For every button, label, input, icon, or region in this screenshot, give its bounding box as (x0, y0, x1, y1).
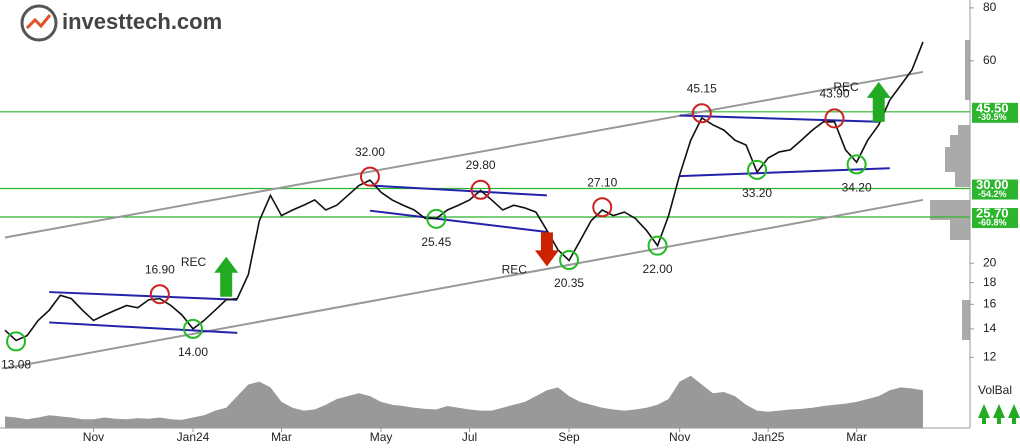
extreme-label: 13.08 (1, 358, 31, 372)
extreme-label: 29.80 (466, 158, 496, 172)
x-tick-label: Mar (271, 430, 292, 444)
price-line (4, 41, 924, 342)
y-tick-label: 20 (983, 255, 997, 269)
level-label: 30.00 (976, 177, 1009, 192)
trend-line (49, 321, 238, 334)
x-tick-label: Nov (669, 430, 690, 444)
extreme-label: 32.00 (355, 145, 385, 159)
extreme-marker (359, 166, 380, 187)
y-tick-label: 14 (983, 321, 997, 335)
extreme-marker (592, 197, 613, 218)
level-change: -54.2% (978, 189, 1007, 199)
signal-arrow (534, 232, 559, 267)
trend-line (4, 70, 924, 239)
extreme-marker (6, 331, 27, 352)
logo-text: investtech.com (62, 9, 222, 34)
signal-arrow (214, 256, 239, 297)
level-label: 45.50 (976, 100, 1009, 115)
extreme-label: 43.90 (819, 87, 849, 101)
extreme-marker (559, 250, 580, 271)
trend-line (369, 209, 548, 233)
extreme-marker (747, 159, 768, 180)
extreme-label: 20.35 (554, 276, 584, 290)
y-tick-label: 12 (983, 349, 997, 363)
signal-label: REC (502, 263, 528, 277)
y-tick-label: 80 (983, 0, 997, 14)
logo-icon (20, 4, 58, 42)
extreme-marker (647, 235, 668, 256)
x-tick-label: May (370, 430, 393, 444)
x-tick-label: Jan24 (177, 430, 210, 444)
logo-icon (25, 14, 52, 30)
volume-area (5, 375, 923, 428)
extreme-label: 25.45 (421, 235, 451, 249)
x-tick-label: Nov (83, 430, 104, 444)
logo: investtech.com (20, 4, 222, 42)
extreme-marker (846, 154, 867, 175)
volume-profile (930, 40, 970, 340)
extreme-label: 22.00 (643, 262, 673, 276)
extreme-label: 33.20 (742, 186, 772, 200)
y-tick-label: 60 (983, 53, 997, 67)
trend-line (49, 291, 238, 301)
extreme-label: 45.15 (687, 81, 717, 95)
extreme-marker (149, 284, 170, 305)
level-change: -30.5% (978, 112, 1007, 122)
trend-line (679, 167, 890, 178)
x-tick-label: Jan25 (752, 430, 785, 444)
extreme-marker (426, 208, 447, 229)
x-tick-label: Sep (558, 430, 580, 444)
x-tick-label: Mar (846, 430, 867, 444)
extreme-marker (183, 318, 204, 339)
extreme-label: 27.10 (587, 175, 617, 189)
y-tick-label: 16 (983, 296, 997, 310)
trend-line (4, 198, 924, 370)
level-box (972, 179, 1018, 200)
extreme-marker (824, 108, 845, 129)
extreme-label: 34.20 (842, 181, 872, 195)
indicator-label: VolBal (978, 383, 1012, 397)
extreme-label: 16.90 (145, 262, 175, 276)
level-label: 25.70 (976, 205, 1009, 220)
signal-label: REC (181, 255, 207, 269)
volbal-arrows (978, 404, 1020, 424)
trend-line (679, 114, 879, 123)
y-tick-label: 18 (983, 275, 997, 289)
extreme-label: 14.00 (178, 345, 208, 359)
level-change: -60.8% (978, 217, 1007, 227)
extreme-marker (470, 179, 491, 200)
level-box (972, 102, 1018, 123)
signal-arrow (866, 81, 891, 122)
trend-line (369, 184, 547, 197)
signal-label: REC (833, 80, 859, 94)
extreme-marker (691, 103, 712, 124)
level-box (972, 208, 1018, 229)
x-tick-label: Jul (462, 430, 477, 444)
